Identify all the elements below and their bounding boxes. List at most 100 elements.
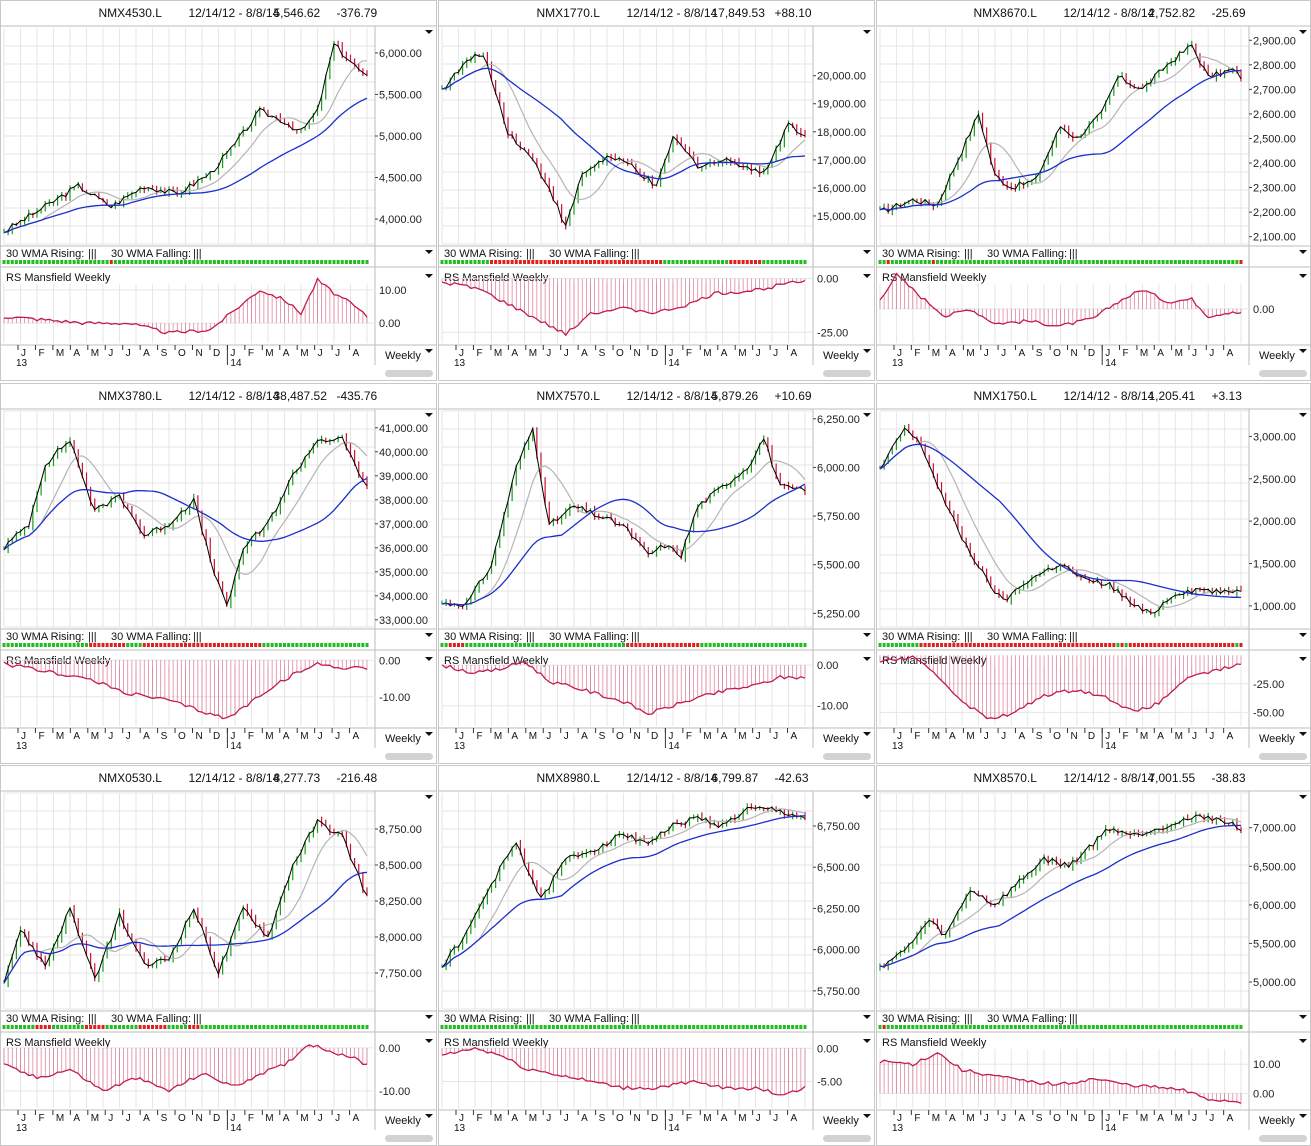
chevron-down-icon[interactable] (863, 1015, 871, 1019)
wma-trend-dot (1017, 260, 1021, 264)
month-label: A (1227, 348, 1234, 359)
period-label[interactable]: Weekly (1259, 1115, 1295, 1127)
wma-trend-dot (510, 1025, 514, 1029)
chevron-down-icon[interactable] (863, 349, 871, 353)
chevron-down-icon[interactable] (863, 1114, 871, 1118)
period-label[interactable]: Weekly (823, 350, 859, 362)
wma-trend-dot (14, 643, 18, 647)
chevron-down-icon[interactable] (1299, 30, 1307, 34)
price-tick-label: 5,000.00 (379, 131, 422, 143)
wma-trend-dot (76, 260, 80, 264)
wma-trend-dot (626, 1025, 630, 1029)
period-label[interactable]: Weekly (823, 733, 859, 745)
chevron-down-icon[interactable] (863, 657, 871, 661)
wma-trend-dot (964, 1025, 968, 1029)
chart-panel-NMX1750.L[interactable]: NMX1750.L 12/14/12 - 8/8/141,205.41 +3.13 3… (876, 383, 1311, 764)
horizontal-scrollbar[interactable] (823, 370, 871, 377)
chevron-down-icon[interactable] (1299, 349, 1307, 353)
chart-panel-NMX7570.L[interactable]: NMX7570.L 12/14/12 - 8/8/145,879.26 +10.69… (438, 383, 875, 764)
chevron-down-icon[interactable] (425, 795, 433, 799)
chevron-down-icon[interactable] (1299, 1039, 1307, 1043)
chevron-down-icon[interactable] (425, 30, 433, 34)
horizontal-scrollbar[interactable] (385, 753, 433, 760)
rs-bars (441, 661, 806, 715)
chevron-down-icon[interactable] (1299, 795, 1307, 799)
period-label[interactable]: Weekly (385, 733, 421, 745)
wma-trend-dot (233, 260, 237, 264)
wma-trend-dot (878, 1025, 882, 1029)
wma-trend-dot (1042, 1025, 1046, 1029)
chevron-down-icon[interactable] (863, 732, 871, 736)
wma-trend-dot (1083, 643, 1087, 647)
date-range-label: 12/14/12 - 8/8/14 (1064, 6, 1155, 20)
horizontal-scrollbar[interactable] (385, 370, 433, 377)
wma-trend-dot (646, 1025, 650, 1029)
wma-trend-dot (184, 260, 187, 264)
chevron-down-icon[interactable] (863, 413, 871, 417)
period-label[interactable]: Weekly (385, 350, 421, 362)
chart-panel-NMX4530.L[interactable]: NMX4530.L 12/14/12 - 8/8/145,546.62 -376.7… (0, 0, 437, 381)
chevron-down-icon[interactable] (863, 274, 871, 278)
wma-falling-label: 30 WMA Falling: (549, 631, 629, 643)
chevron-down-icon[interactable] (425, 413, 433, 417)
period-label[interactable]: Weekly (823, 1115, 859, 1127)
horizontal-scrollbar[interactable] (1259, 1135, 1307, 1142)
wma-trend-dot (278, 1025, 282, 1029)
chevron-down-icon[interactable] (1299, 732, 1307, 736)
horizontal-scrollbar[interactable] (823, 753, 871, 760)
chevron-down-icon[interactable] (425, 657, 433, 661)
chevron-down-icon[interactable] (863, 30, 871, 34)
chevron-down-icon[interactable] (425, 732, 433, 736)
horizontal-scrollbar[interactable] (823, 1135, 871, 1142)
wma-trend-dot (175, 260, 179, 264)
chevron-down-icon[interactable] (425, 274, 433, 278)
chevron-down-icon[interactable] (1299, 1114, 1307, 1118)
chevron-down-icon[interactable] (425, 250, 433, 254)
period-label[interactable]: Weekly (1259, 350, 1295, 362)
month-label: J (773, 1113, 778, 1124)
period-label[interactable]: Weekly (385, 1115, 421, 1127)
chevron-down-icon[interactable] (425, 1114, 433, 1118)
wma-trend-dot (324, 260, 328, 264)
wma-trend-dot (1161, 260, 1165, 264)
horizontal-scrollbar[interactable] (1259, 370, 1307, 377)
wma-trend-dot (254, 260, 258, 264)
month-label: J (897, 1113, 902, 1124)
chevron-down-icon[interactable] (425, 633, 433, 637)
price-tick-label: 8,000.00 (379, 932, 422, 944)
chevron-down-icon[interactable] (1299, 274, 1307, 278)
chevron-down-icon[interactable] (1299, 1015, 1307, 1019)
chevron-down-icon[interactable] (1299, 250, 1307, 254)
month-label: F (914, 731, 920, 742)
wma-trend-dot (1104, 643, 1108, 647)
chart-panel-NMX0530.L[interactable]: NMX0530.L 12/14/12 - 8/8/148,277.73 -216.4… (0, 765, 437, 1146)
chevron-down-icon[interactable] (1299, 657, 1307, 661)
horizontal-scrollbar[interactable] (1259, 753, 1307, 760)
chart-panel-NMX8980.L[interactable]: NMX8980.L 12/14/12 - 8/8/146,799.87 -42.63… (438, 765, 875, 1146)
wma-trend-dot (80, 643, 84, 647)
chevron-down-icon[interactable] (863, 250, 871, 254)
chevron-down-icon[interactable] (1299, 633, 1307, 637)
horizontal-scrollbar[interactable] (385, 1135, 433, 1142)
period-label[interactable]: Weekly (1259, 733, 1295, 745)
wma-trend-dot (882, 643, 886, 647)
rs-tick-label: 10.00 (379, 285, 407, 297)
chevron-down-icon[interactable] (425, 1039, 433, 1043)
chart-panel-NMX8670.L[interactable]: NMX8670.L 12/14/12 - 8/8/142,752.82 -25.69… (876, 0, 1311, 381)
wma-trend-dot (1173, 643, 1177, 647)
chevron-down-icon[interactable] (863, 1039, 871, 1043)
wma30-line (879, 824, 1242, 968)
chevron-down-icon[interactable] (425, 349, 433, 353)
chevron-down-icon[interactable] (1299, 413, 1307, 417)
wma-trend-dot (749, 260, 753, 264)
chevron-down-icon[interactable] (863, 795, 871, 799)
wma-trend-dot (192, 260, 196, 264)
chevron-down-icon[interactable] (425, 1015, 433, 1019)
wma-trend-dot (556, 260, 559, 264)
wma-trend-dot (60, 260, 64, 264)
chevron-down-icon[interactable] (863, 633, 871, 637)
wma-trend-dot (708, 260, 712, 264)
chart-panel-NMX8570.L[interactable]: NMX8570.L 12/14/12 - 8/8/147,001.55 -38.83… (876, 765, 1311, 1146)
